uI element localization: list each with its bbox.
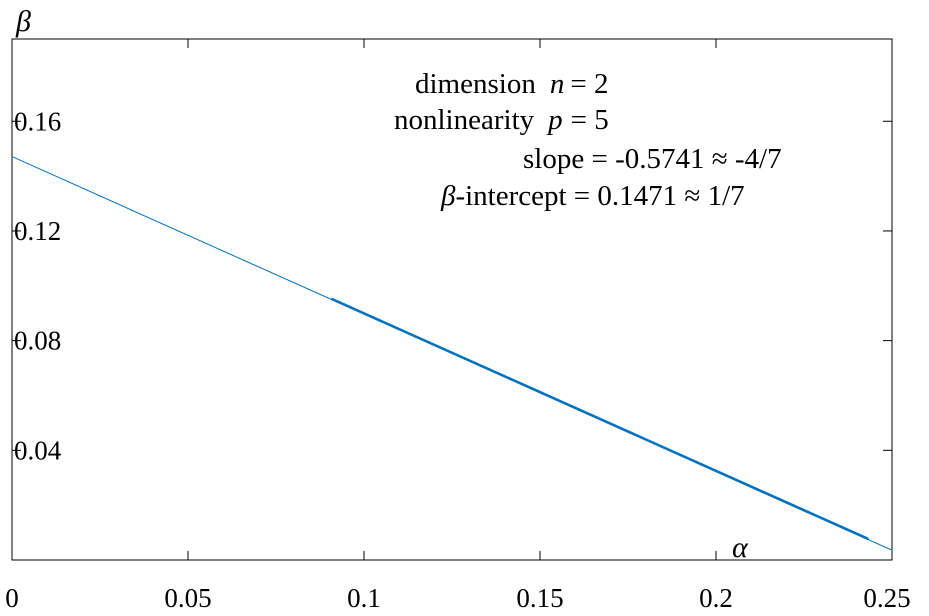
x-tick-label: 0.25 xyxy=(863,583,910,613)
x-tick-label: 0 xyxy=(5,583,19,613)
series-group xyxy=(11,156,893,551)
x-tick-label: 0.05 xyxy=(164,583,211,613)
intercept-text: -intercept = 0.1471 ≈ 1/7 xyxy=(455,180,744,212)
annotation-dimension: dimension n = 2 xyxy=(415,68,608,100)
annotation-nonlinearity: nonlinearity p = 5 xyxy=(394,104,609,136)
dimension-var: n xyxy=(550,68,565,100)
dimension-value: = 2 xyxy=(570,68,608,100)
y-tick-label: 0.08 xyxy=(14,326,61,356)
x-tick-label: 0.15 xyxy=(516,583,563,613)
x-axis-ticks: 0 0.05 0.1 0.15 0.2 0.25 xyxy=(5,39,911,613)
y-axis-ticks: 0.04 0.08 0.12 0.16 xyxy=(12,106,892,465)
annotation-slope: slope = -0.5741 ≈ -4/7 xyxy=(523,143,782,175)
y-tick-label: 0.04 xyxy=(14,435,62,465)
x-tick-label: 0.2 xyxy=(699,583,733,613)
nonlinearity-label: nonlinearity xyxy=(394,104,535,136)
y-axis-label: β xyxy=(15,5,31,38)
annotation-intercept: β-intercept = 0.1471 ≈ 1/7 xyxy=(440,180,745,212)
plot-frame xyxy=(11,38,893,561)
y-tick-label: 0.12 xyxy=(14,216,61,246)
nonlinearity-value: = 5 xyxy=(571,104,609,136)
intercept-var: β xyxy=(440,180,456,212)
x-axis-label: α xyxy=(732,531,749,564)
dimension-label: dimension xyxy=(415,68,536,100)
x-tick-label: 0.1 xyxy=(347,583,381,613)
nonlinearity-var: p xyxy=(546,104,563,136)
y-tick-label: 0.16 xyxy=(14,106,61,136)
data-line xyxy=(330,297,869,540)
